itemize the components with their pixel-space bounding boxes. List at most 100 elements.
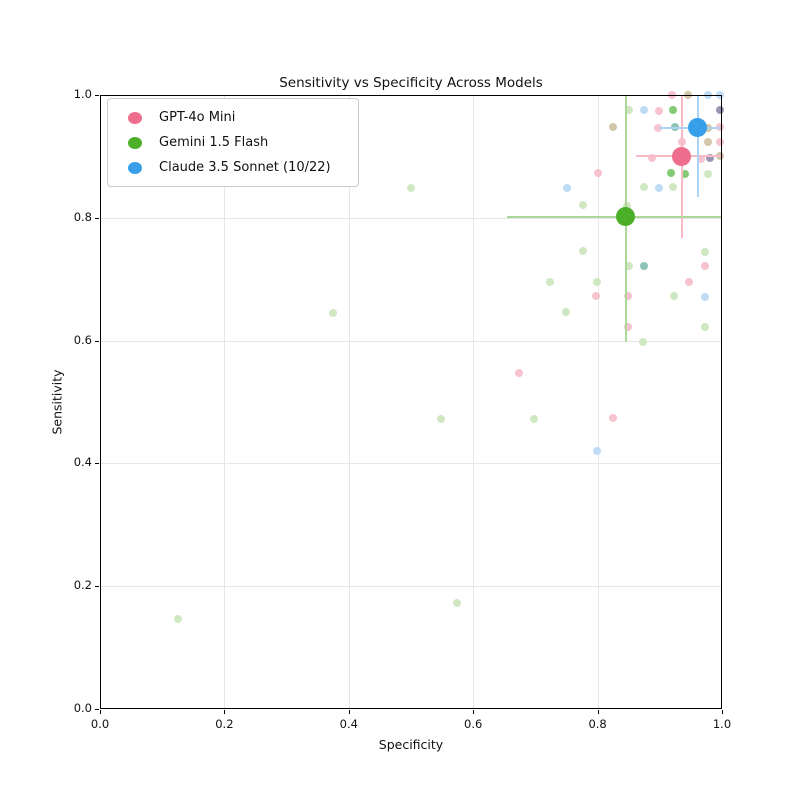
data-point bbox=[701, 261, 710, 270]
y-tick-mark bbox=[95, 217, 99, 219]
gridline-vertical bbox=[348, 95, 350, 709]
data-point bbox=[592, 447, 601, 456]
chart-title: Sensitivity vs Specificity Across Models bbox=[279, 75, 543, 91]
legend-marker-claude-3-5-sonnet bbox=[128, 161, 142, 174]
y-tick-mark bbox=[95, 463, 99, 465]
x-tick-label: 0.2 bbox=[215, 717, 234, 731]
data-point bbox=[329, 308, 338, 317]
data-point bbox=[592, 292, 601, 301]
y-tick-label: 0.2 bbox=[73, 578, 92, 593]
legend: GPT-4o Mini Gemini 1.5 Flash Claude 3.5 … bbox=[107, 98, 359, 187]
data-point bbox=[173, 615, 182, 624]
data-point bbox=[701, 323, 710, 332]
data-point bbox=[639, 106, 648, 115]
data-point bbox=[681, 170, 690, 179]
x-tick-mark bbox=[722, 710, 723, 714]
data-point bbox=[669, 106, 678, 115]
legend-marker-gpt-4o-mini bbox=[128, 111, 142, 124]
gridline-horizontal bbox=[100, 340, 722, 342]
gridline-horizontal bbox=[100, 217, 722, 219]
plot-area: GPT-4o Mini Gemini 1.5 Flash Claude 3.5 … bbox=[100, 91, 725, 709]
y-tick-label: 0.0 bbox=[73, 701, 92, 715]
x-axis-label: Specificity bbox=[378, 737, 444, 752]
y-tick-mark bbox=[95, 586, 99, 588]
data-point bbox=[654, 106, 663, 115]
errorbar-vertical bbox=[696, 95, 699, 197]
data-point bbox=[703, 138, 712, 147]
data-point bbox=[562, 183, 571, 192]
y-tick-mark bbox=[95, 709, 99, 710]
x-tick-label: 0.8 bbox=[588, 717, 607, 731]
data-point bbox=[622, 201, 631, 210]
y-tick-label: 1.0 bbox=[73, 87, 92, 101]
mean-marker bbox=[688, 118, 708, 138]
data-point bbox=[715, 91, 724, 99]
x-tick-mark bbox=[348, 710, 350, 714]
data-point bbox=[653, 123, 662, 132]
data-point bbox=[624, 323, 633, 332]
data-point bbox=[609, 413, 618, 422]
data-point bbox=[639, 261, 648, 270]
legend-label: GPT-4o Mini bbox=[159, 110, 236, 125]
data-point bbox=[684, 91, 693, 99]
gridline-horizontal bbox=[100, 586, 722, 588]
data-point bbox=[515, 369, 524, 378]
data-point bbox=[648, 154, 657, 163]
legend-item-claude-3-5-sonnet: Claude 3.5 Sonnet (10/22) bbox=[116, 155, 350, 180]
y-axis-label: Sensitivity bbox=[49, 369, 65, 435]
data-point bbox=[453, 598, 462, 607]
x-tick-label: 0.0 bbox=[90, 717, 110, 731]
data-point bbox=[640, 183, 649, 192]
x-tick-mark bbox=[473, 710, 475, 714]
data-point bbox=[639, 338, 647, 347]
data-point bbox=[593, 168, 602, 177]
mean-marker bbox=[672, 146, 692, 166]
legend-item-gemini-1-5-flash: Gemini 1.5 Flash bbox=[116, 130, 350, 155]
y-tick-label: 0.4 bbox=[73, 455, 92, 470]
x-tick-mark bbox=[224, 710, 226, 714]
errorbar-horizontal bbox=[507, 215, 722, 218]
x-tick-mark bbox=[597, 710, 599, 714]
data-point bbox=[407, 183, 415, 192]
data-point bbox=[705, 154, 714, 163]
y-tick-mark bbox=[95, 340, 99, 342]
data-point bbox=[592, 278, 601, 287]
data-point bbox=[561, 308, 570, 317]
legend-marker-gemini-1-5-flash bbox=[128, 136, 142, 149]
data-point bbox=[696, 154, 705, 163]
data-point bbox=[436, 415, 445, 424]
data-point bbox=[685, 278, 694, 287]
legend-label: Claude 3.5 Sonnet (10/22) bbox=[159, 160, 331, 175]
gridline-vertical bbox=[473, 95, 475, 709]
data-point bbox=[624, 292, 633, 301]
data-point bbox=[669, 183, 678, 192]
legend-item-gpt-4o-mini: GPT-4o Mini bbox=[116, 105, 350, 130]
data-point bbox=[654, 184, 663, 193]
data-point bbox=[579, 200, 588, 209]
x-tick-label: 0.4 bbox=[339, 717, 358, 731]
y-tick-label: 0.8 bbox=[73, 209, 92, 224]
data-point bbox=[666, 168, 675, 177]
data-point bbox=[625, 261, 634, 270]
data-point bbox=[670, 292, 679, 301]
data-point bbox=[716, 138, 725, 147]
data-point bbox=[701, 293, 710, 301]
x-tick-label: 1.0 bbox=[712, 717, 732, 731]
legend-label: Gemini 1.5 Flash bbox=[159, 135, 269, 150]
data-point bbox=[578, 246, 587, 255]
x-tick-label: 0.6 bbox=[464, 717, 483, 731]
data-point bbox=[716, 106, 725, 115]
y-tick-label: 0.6 bbox=[73, 332, 92, 347]
gridline-vertical bbox=[224, 95, 226, 709]
y-tick-mark bbox=[95, 95, 99, 96]
data-point bbox=[703, 169, 712, 178]
errorbar-vertical bbox=[680, 95, 683, 239]
data-point bbox=[609, 122, 618, 131]
mean-marker bbox=[616, 207, 636, 227]
data-point bbox=[546, 278, 555, 287]
data-point bbox=[624, 106, 633, 115]
gridline-horizontal bbox=[100, 463, 722, 465]
data-point bbox=[530, 415, 539, 424]
x-tick-mark bbox=[100, 710, 101, 714]
gridline-vertical bbox=[597, 95, 599, 709]
